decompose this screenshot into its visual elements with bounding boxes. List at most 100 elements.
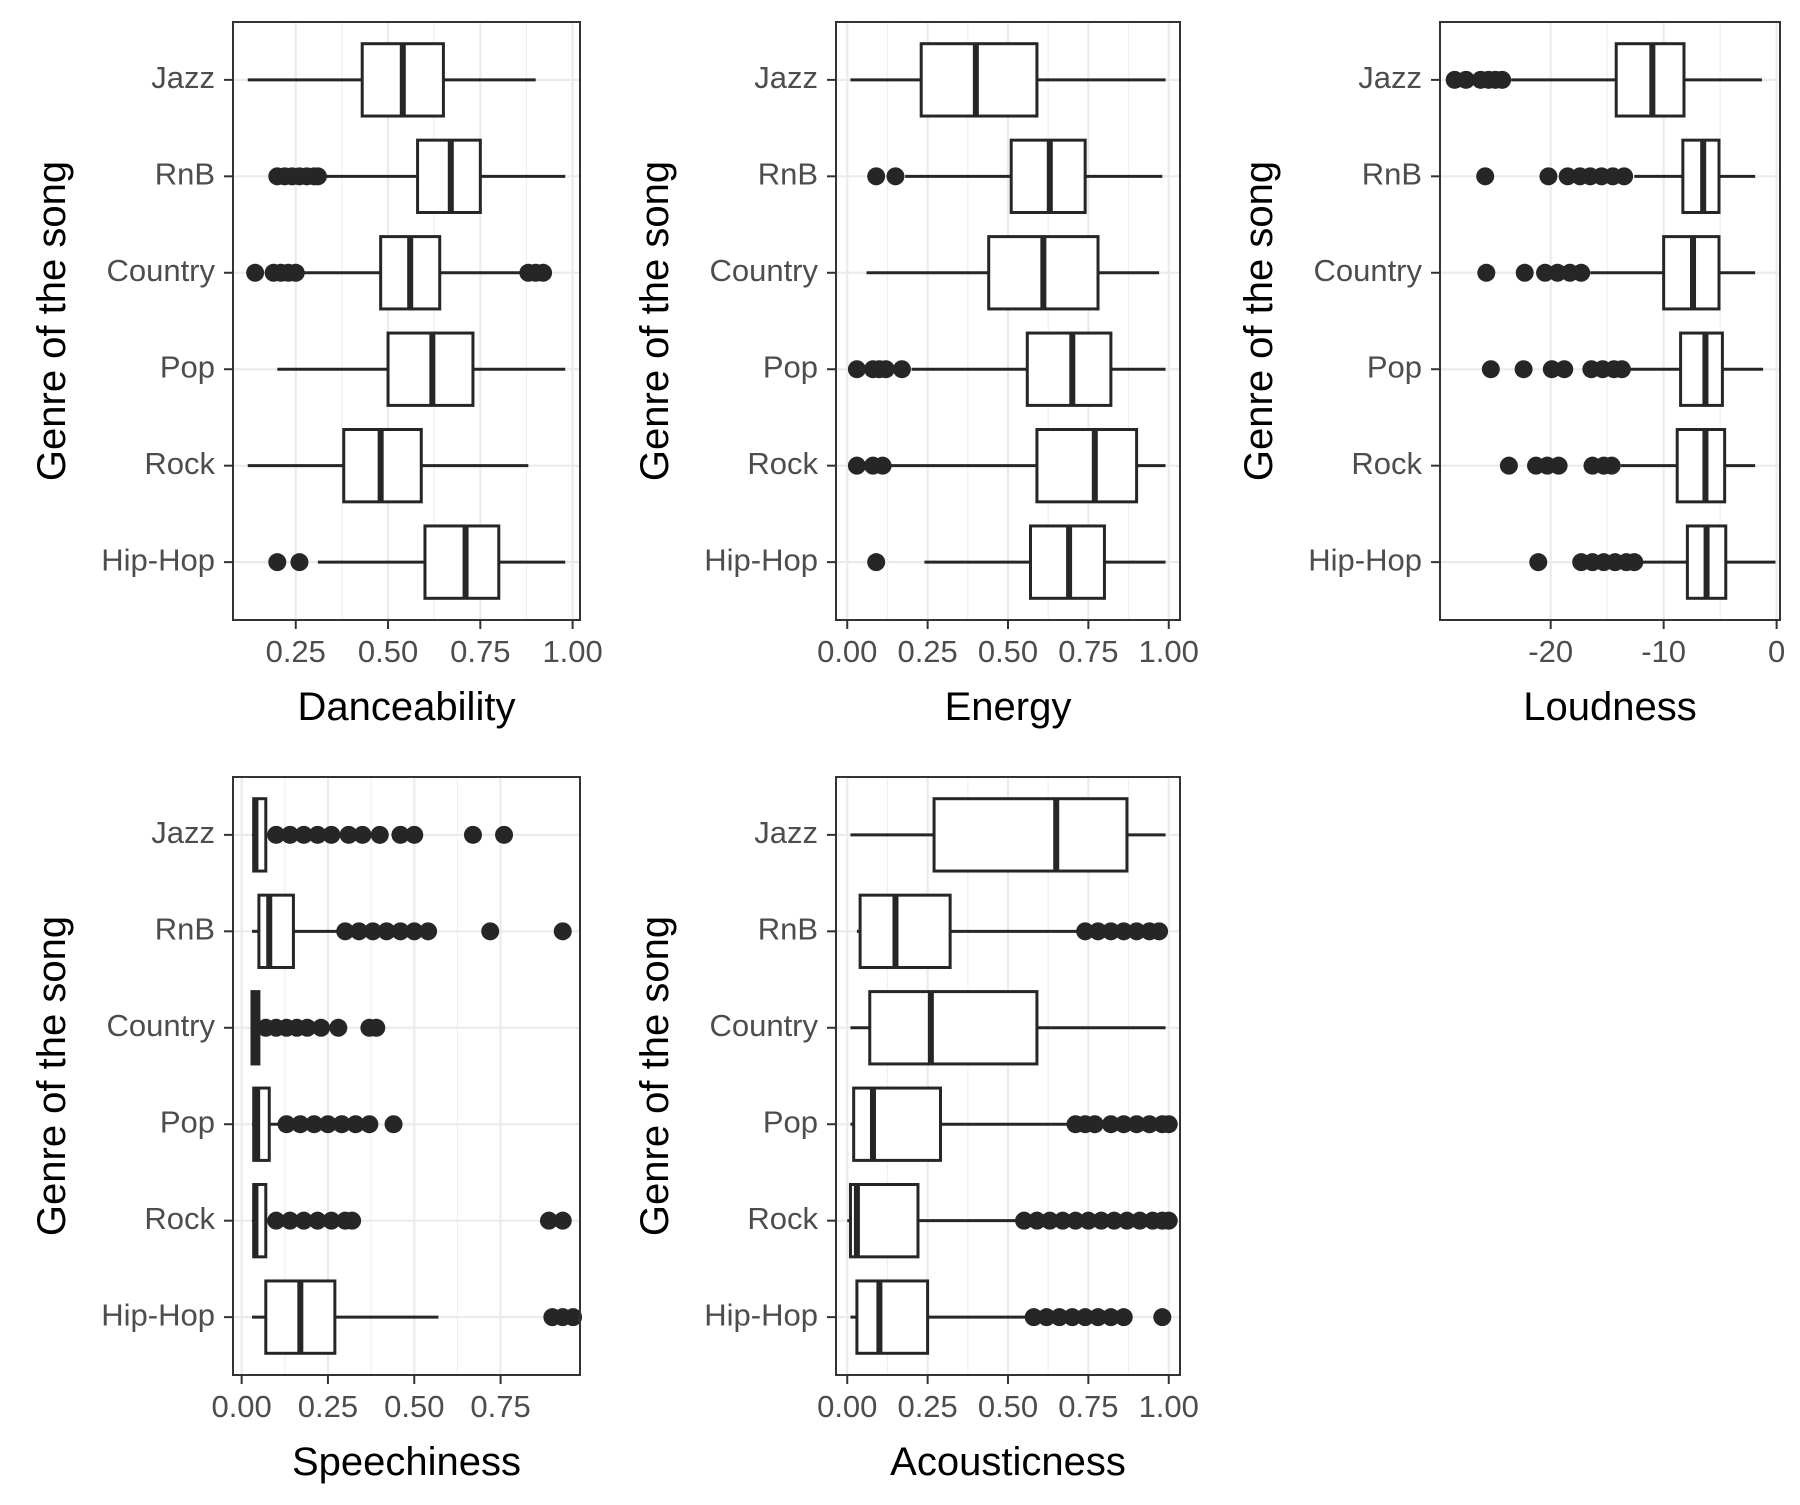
outlier-point <box>847 360 866 379</box>
outlier-point <box>1101 1308 1120 1327</box>
box-iqr <box>919 42 1039 118</box>
outlier-point <box>892 360 911 379</box>
outlier-point <box>384 1115 403 1134</box>
y-tick-label: Pop <box>1367 349 1422 384</box>
outlier-point <box>1529 553 1548 572</box>
outlier-point <box>322 825 341 844</box>
outlier-point <box>1515 263 1534 282</box>
panel-danceability: Jazz RnB Country Pop Rock Hip-Hop 0.25 0.50 0.75… <box>30 21 603 729</box>
outlier-point <box>1117 1211 1136 1230</box>
outlier-point <box>1015 1211 1034 1230</box>
outlier-point <box>1514 360 1533 379</box>
box-iqr <box>1025 331 1113 407</box>
y-tick-label: Pop <box>763 349 818 384</box>
box-iqr <box>423 524 501 600</box>
box-rock <box>247 428 529 504</box>
box-rock <box>251 1183 572 1259</box>
box-rock <box>1499 428 1756 504</box>
outlier-point <box>534 263 553 282</box>
y-tick-label: Hip-Hop <box>704 542 818 577</box>
y-tick-label: Hip-Hop <box>1308 542 1422 577</box>
outlier-point <box>1053 1211 1072 1230</box>
outlier-point <box>1040 1211 1059 1230</box>
box-country <box>850 990 1166 1066</box>
y-tick-label: RnB <box>155 912 215 947</box>
outlier-point <box>391 922 410 941</box>
box-hip-hop <box>867 524 1166 600</box>
y-axis-title: Genre of the song <box>1237 161 1281 481</box>
outlier-point <box>1612 360 1631 379</box>
outlier-point <box>277 1115 296 1134</box>
outlier-point <box>1555 360 1574 379</box>
outlier-point <box>1539 167 1558 186</box>
outlier-point <box>346 1115 365 1134</box>
x-tick-label: 1.00 <box>542 634 602 669</box>
box-jazz <box>850 797 1166 873</box>
outlier-point <box>1105 1211 1124 1230</box>
outlier-point <box>867 553 886 572</box>
x-tick-label: 0.50 <box>978 1389 1038 1424</box>
outlier-point <box>405 825 424 844</box>
y-tick-label: Jazz <box>754 60 818 95</box>
y-tick-label: Rock <box>747 446 818 481</box>
outlier-point <box>1481 360 1500 379</box>
outlier-point <box>294 1211 313 1230</box>
outlier-point <box>1027 1211 1046 1230</box>
x-axis-title: Danceability <box>298 685 516 729</box>
outlier-point <box>419 922 438 941</box>
box-iqr <box>858 893 952 969</box>
outlier-point <box>1548 263 1567 282</box>
outlier-point <box>1076 1308 1095 1327</box>
outlier-point <box>360 1115 379 1134</box>
outlier-point <box>1114 1308 1133 1327</box>
outlier-point <box>1476 167 1495 186</box>
y-tick-label: Country <box>106 253 215 288</box>
y-tick-label: Hip-Hop <box>101 1297 215 1332</box>
outlier-point <box>1625 553 1644 572</box>
outlier-point <box>322 1211 341 1230</box>
box-jazz <box>251 797 514 873</box>
outlier-point <box>1456 70 1475 89</box>
box-pop <box>850 1086 1178 1162</box>
outlier-point <box>267 1211 286 1230</box>
outlier-point <box>1114 922 1133 941</box>
outlier-point <box>1101 922 1120 941</box>
x-tick-label: 0.50 <box>978 634 1038 669</box>
outlier-point <box>876 360 895 379</box>
x-tick-label: 0.25 <box>897 634 957 669</box>
outlier-point <box>1159 1211 1178 1230</box>
outlier-point <box>1140 1115 1159 1134</box>
x-tick-label: 0.50 <box>358 634 418 669</box>
outlier-point <box>391 825 410 844</box>
outlier-point <box>329 1018 348 1037</box>
outlier-point <box>1066 1211 1085 1230</box>
outlier-point <box>564 1308 583 1327</box>
x-tick-label: 0.25 <box>266 634 326 669</box>
y-tick-label: Pop <box>763 1104 818 1139</box>
outlier-point <box>1079 1211 1098 1230</box>
outlier-point <box>318 1115 337 1134</box>
box-iqr <box>848 1183 920 1259</box>
panel-acousticness: Jazz RnB Country Pop Rock Hip-Hop 0.00 0.25 0.50… <box>633 776 1199 1484</box>
outlier-point <box>1549 456 1568 475</box>
panel-speechiness: Jazz RnB Country Pop Rock Hip-Hop 0.00 0.25 0.50… <box>30 776 583 1484</box>
y-tick-label: Country <box>709 253 818 288</box>
box-hip-hop <box>850 1279 1172 1355</box>
box-iqr <box>852 1086 942 1162</box>
y-tick-label: RnB <box>1362 157 1422 192</box>
x-tick-label: 0.75 <box>1058 634 1118 669</box>
box-jazz <box>850 42 1166 118</box>
outlier-point <box>1127 1115 1146 1134</box>
x-tick-label: -20 <box>1528 634 1573 669</box>
outlier-point <box>405 922 424 941</box>
outlier-point <box>1076 922 1095 941</box>
box-jazz <box>1445 42 1762 118</box>
x-tick-label: 0.00 <box>211 1389 271 1424</box>
outlier-point <box>1050 1308 1069 1327</box>
outlier-point <box>1085 1115 1104 1134</box>
y-axis-title: Genre of the song <box>633 916 677 1236</box>
y-tick-label: Hip-Hop <box>101 542 215 577</box>
outlier-point <box>1558 167 1577 186</box>
x-axis-title: Acousticness <box>890 1440 1126 1484</box>
outlier-point <box>370 825 389 844</box>
